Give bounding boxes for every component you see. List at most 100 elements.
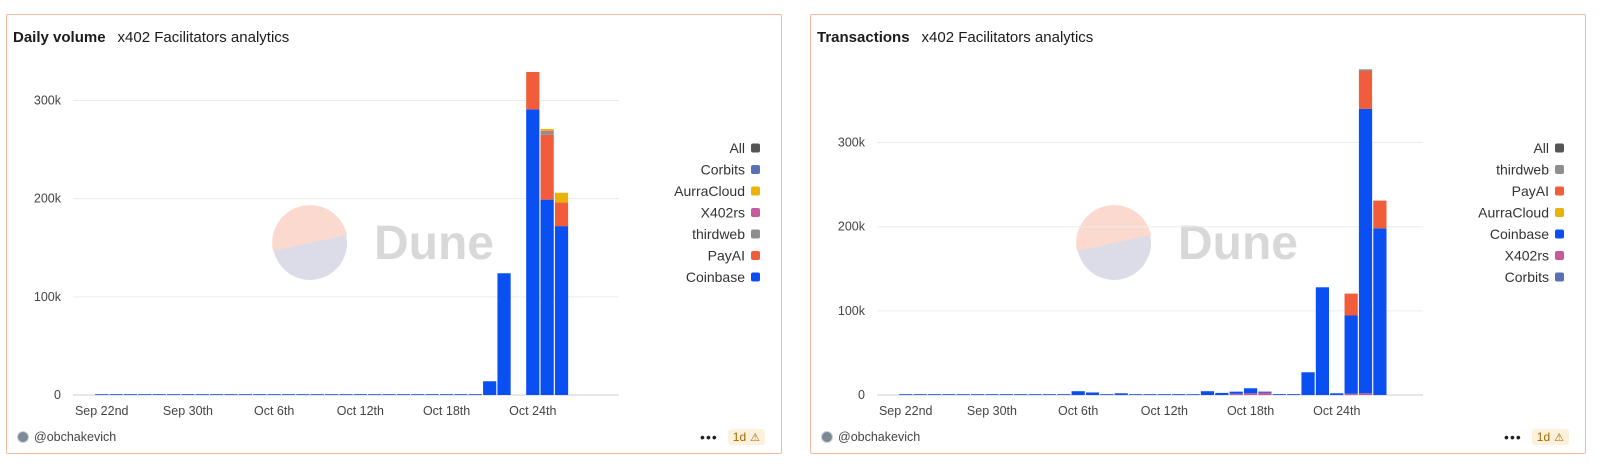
- refresh-badge[interactable]: 1d ⚠: [727, 429, 765, 445]
- bar-segment-coinbase: [368, 394, 382, 395]
- watermark-text: Dune: [374, 217, 494, 270]
- x-tick-label: Oct 6th: [1058, 404, 1098, 418]
- bar-segment-coinbase: [985, 394, 999, 395]
- legend-label: thirdweb: [1496, 162, 1549, 178]
- legend-swatch-icon: [751, 251, 760, 260]
- daily-volume-card: Daily volume x402 Facilitators analytics …: [6, 14, 782, 454]
- y-tick-label: 100k: [838, 304, 866, 318]
- legend-label: Corbits: [701, 162, 745, 178]
- bar-segment-aurracloud: [540, 128, 554, 131]
- bar-segment-coinbase: [1157, 394, 1171, 395]
- bar-segment-coinbase: [1143, 394, 1157, 395]
- legend-swatch-icon: [1555, 186, 1564, 196]
- bar-segment-x402rs: [1344, 393, 1358, 395]
- refresh-badge[interactable]: 1d ⚠: [1531, 429, 1569, 445]
- bar-segment-coinbase: [411, 394, 425, 395]
- bar-segment-coinbase: [899, 394, 913, 395]
- bars: [95, 71, 569, 396]
- watermark-text: Dune: [1178, 217, 1298, 270]
- legend-swatch-icon: [751, 165, 760, 174]
- bar-segment-thirdweb: [1358, 69, 1373, 71]
- bar-segment-coinbase: [1071, 391, 1085, 395]
- legend-swatch-icon: [1555, 272, 1564, 282]
- bar-segment-coinbase: [1258, 391, 1272, 393]
- chart-subtitle: x402 Facilitators analytics: [921, 29, 1094, 46]
- author-name[interactable]: @obchakevich: [34, 430, 117, 444]
- bar-segment-coinbase: [468, 394, 482, 395]
- legend-label: AurraCloud: [1478, 205, 1549, 221]
- author-name[interactable]: @obchakevich: [838, 430, 921, 444]
- bar-segment-coinbase: [138, 394, 152, 395]
- bar-segment-coinbase: [1243, 388, 1258, 394]
- y-tick-label: 300k: [34, 93, 62, 107]
- bar-segment-coinbase: [1272, 394, 1286, 395]
- legend: All Corbits AurraCloud X402rs thirdweb PayAI C…: [674, 140, 760, 285]
- more-options-icon[interactable]: •••: [1504, 429, 1522, 445]
- bar-segment-coinbase: [210, 394, 224, 395]
- transactions-card: Transactions x402 Facilitators analytics …: [810, 14, 1586, 454]
- x-tick-label: Oct 24th: [1313, 404, 1360, 418]
- bar-segment-coinbase: [526, 109, 540, 396]
- chart-title: Transactions: [817, 29, 910, 46]
- card-header: Transactions x402 Facilitators analytics: [817, 29, 1093, 46]
- bar-segment-coinbase: [1028, 394, 1042, 395]
- bar-segment-coinbase: [439, 394, 454, 395]
- bar-segment-coinbase: [152, 394, 166, 395]
- bar-segment-coinbase: [1229, 391, 1243, 394]
- legend-swatch-icon: [751, 208, 760, 217]
- legend-label: Corbits: [1505, 269, 1549, 285]
- legend-swatch-icon: [1555, 143, 1564, 153]
- chart-title: Daily volume: [13, 29, 106, 46]
- legend-swatch-icon: [1555, 251, 1564, 260]
- bar-segment-coinbase: [1358, 108, 1373, 394]
- bar-segment-coinbase: [913, 394, 927, 395]
- card-actions: ••• 1d ⚠: [1504, 429, 1569, 445]
- bar-segment-coinbase: [253, 394, 267, 395]
- legend-swatch-icon: [1555, 165, 1564, 174]
- bar-segment-coinbase: [353, 394, 367, 395]
- bar-segment-coinbase: [281, 394, 296, 395]
- legend-label: All: [729, 140, 745, 156]
- legend-label: AurraCloud: [674, 183, 745, 199]
- bar-segment-x402rs: [540, 130, 554, 132]
- author-avatar-icon: [17, 431, 29, 443]
- legend-swatch-icon: [1555, 208, 1564, 217]
- bar-segment-coinbase: [166, 394, 181, 395]
- watermark-logo-arc: [1076, 205, 1151, 251]
- bar-segment-coinbase: [224, 394, 238, 395]
- x-tick-label: Oct 24th: [509, 404, 556, 418]
- legend-label: PayAI: [708, 248, 745, 264]
- bar-segment-coinbase: [554, 226, 569, 395]
- bar-segment-coinbase: [123, 394, 138, 395]
- legend-label: thirdweb: [692, 226, 745, 242]
- bar-segment-coinbase: [1100, 394, 1114, 395]
- bar-segment-x402rs: [1243, 393, 1258, 395]
- author-footer[interactable]: @obchakevich: [821, 430, 920, 444]
- bar-segment-x402rs: [1229, 393, 1243, 395]
- refresh-label: 1d: [1536, 430, 1551, 444]
- bar-segment-coinbase: [1200, 391, 1215, 395]
- bar-segment-coinbase: [999, 394, 1013, 395]
- more-options-icon[interactable]: •••: [700, 429, 718, 445]
- bar-segment-thirdweb: [540, 131, 554, 135]
- card-header: Daily volume x402 Facilitators analytics: [13, 29, 289, 46]
- bar-segment-coinbase: [396, 394, 411, 395]
- bar-segment-coinbase: [956, 394, 970, 395]
- bar-segment-coinbase: [1287, 394, 1301, 395]
- bar-segment-coinbase: [109, 394, 123, 395]
- bar-segment-coinbase: [497, 273, 511, 395]
- legend-label: PayAI: [1512, 183, 1549, 199]
- bar-segment-coinbase: [454, 394, 468, 395]
- bar-segment-coinbase: [483, 381, 497, 395]
- legend-label: Coinbase: [686, 269, 745, 285]
- transactions-chart: Dune 0 100k 200k 300k Sep 22nd Sep 30th Oct 6th…: [838, 69, 1564, 418]
- bar-segment-coinbase: [1215, 392, 1229, 395]
- author-footer[interactable]: @obchakevich: [17, 430, 116, 444]
- bar-segment-payai: [1373, 200, 1387, 229]
- bar-segment-coinbase: [1057, 394, 1071, 395]
- bar-segment-coinbase: [310, 394, 324, 395]
- bar-segment-coinbase: [1315, 287, 1330, 395]
- legend-label: X402rs: [701, 205, 745, 221]
- legend-swatch-icon: [751, 186, 760, 196]
- x-tick-label: Oct 18th: [423, 404, 470, 418]
